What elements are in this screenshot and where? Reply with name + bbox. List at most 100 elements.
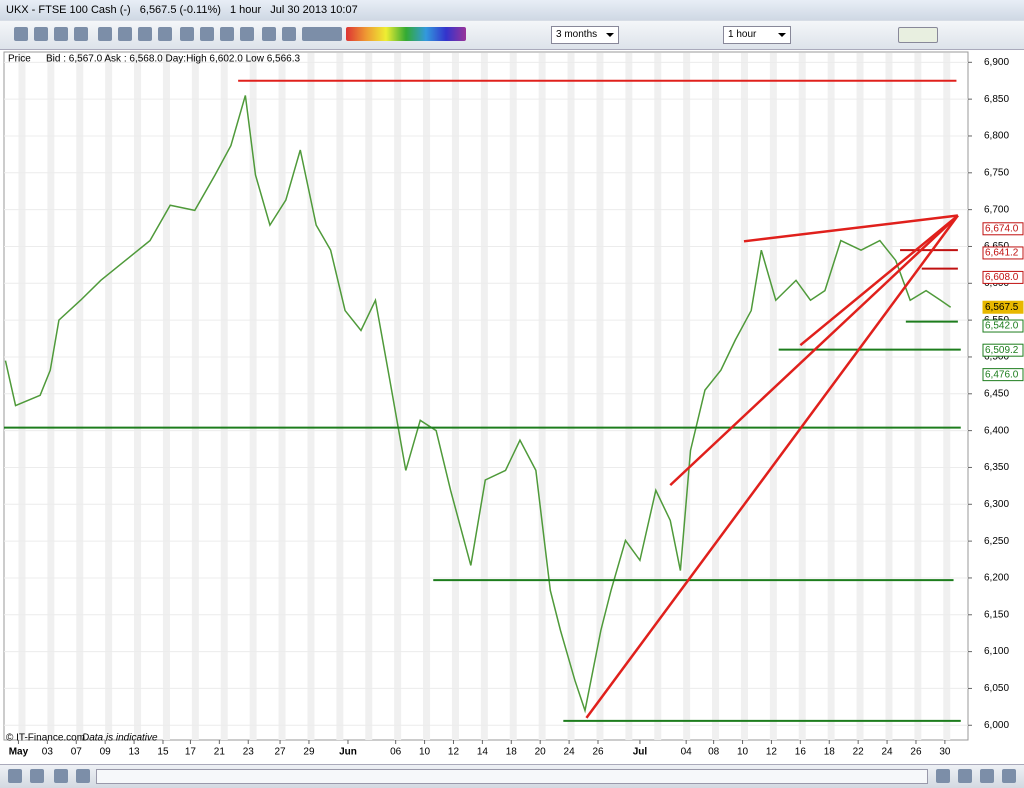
x-tick-label: 20 (535, 747, 547, 758)
stripe (76, 53, 84, 740)
tool[interactable] (34, 27, 48, 41)
x-tick-label: 10 (419, 747, 431, 758)
disclaimer: Data is indicative (82, 733, 158, 744)
tool[interactable] (240, 27, 254, 41)
y-tick-label: 6,200 (984, 573, 1009, 584)
stripe (191, 53, 199, 740)
chart-style[interactable] (898, 27, 938, 43)
trend-line (669, 214, 959, 487)
footer: © IT-Finance.com (6, 733, 85, 744)
y-tick-label: 6,450 (984, 388, 1009, 399)
quote: 6,567.5 (-0.11%) (139, 4, 221, 16)
tool[interactable] (158, 27, 172, 41)
info-line: Bid : 6,567.0 Ask : 6,568.0 Day:High 6,6… (46, 54, 301, 65)
y-tick-label: 6,350 (984, 462, 1009, 473)
x-tick-label: 14 (477, 747, 489, 758)
title-bar: UKX - FTSE 100 Cash (-) 6,567.5 (-0.11%)… (0, 0, 1024, 20)
price-tag (982, 319, 1024, 333)
price-tag-label: 6,641.2 (985, 248, 1019, 259)
tool[interactable] (138, 27, 152, 41)
stripe (105, 53, 113, 740)
stripe (856, 53, 864, 740)
y-tick-label: 6,250 (984, 536, 1009, 547)
stripe (365, 53, 373, 740)
price-tag-label: 6,567.5 (985, 302, 1019, 313)
x-tick-label: 26 (592, 747, 604, 758)
y-tick-label: 6,900 (984, 57, 1009, 68)
stripe (480, 53, 488, 740)
tool[interactable] (262, 27, 276, 41)
interval-select[interactable]: 1 hour (723, 26, 791, 44)
tool[interactable] (74, 27, 88, 41)
x-tick-label: 21 (214, 747, 226, 758)
price-tag-label: 6,608.0 (985, 272, 1019, 283)
nav-button[interactable] (76, 769, 90, 783)
stripe (451, 53, 459, 740)
tool[interactable] (282, 27, 296, 41)
x-tick-label: 24 (882, 747, 894, 758)
y-tick-label: 6,300 (984, 499, 1009, 510)
stripe (423, 53, 431, 740)
zoom-button[interactable] (980, 769, 994, 783)
x-tick-label: 04 (681, 747, 693, 758)
stripe (798, 53, 806, 740)
y-tick-label: 6,850 (984, 94, 1009, 105)
x-tick-label: 16 (795, 747, 807, 758)
stripe (336, 53, 344, 740)
stripe (18, 53, 26, 740)
stripe (914, 53, 922, 740)
stripe (134, 53, 142, 740)
y-tick-label: 6,000 (984, 720, 1009, 731)
tool[interactable] (118, 27, 132, 41)
price-line (4, 95, 952, 714)
zoom-button[interactable] (958, 769, 972, 783)
y-tick-label: 6,400 (984, 425, 1009, 436)
x-tick-label: 07 (71, 747, 83, 758)
nav-button[interactable] (8, 769, 22, 783)
y-tick-label: 6,500 (984, 352, 1009, 363)
nav-button[interactable] (30, 769, 44, 783)
trend-line (799, 214, 959, 347)
tool[interactable] (54, 27, 68, 41)
price-tag-label: 6,674.0 (985, 223, 1019, 234)
bottom-bar (0, 764, 1024, 788)
zoom-button[interactable] (1002, 769, 1016, 783)
price-tag (982, 368, 1024, 382)
tool[interactable] (220, 27, 234, 41)
price-tag (982, 300, 1024, 314)
x-tick-label: 18 (824, 747, 836, 758)
x-tick-label: 18 (506, 747, 518, 758)
tool[interactable] (98, 27, 112, 41)
series-label: Price (8, 54, 31, 65)
y-tick-label: 6,150 (984, 609, 1009, 620)
price-tag (982, 222, 1024, 236)
x-tick-label: 22 (853, 747, 865, 758)
tool[interactable] (200, 27, 214, 41)
stripe (625, 53, 633, 740)
scrollbar[interactable] (96, 769, 928, 784)
stripe (249, 53, 257, 740)
stripe (827, 53, 835, 740)
x-tick-label: 06 (390, 747, 402, 758)
stripe (307, 53, 315, 740)
x-tick-label: 27 (274, 747, 286, 758)
tool[interactable] (302, 27, 342, 41)
tool[interactable] (14, 27, 28, 41)
x-tick-label: 24 (564, 747, 576, 758)
color-palette[interactable] (346, 27, 466, 41)
tool[interactable] (180, 27, 194, 41)
range-select[interactable]: 3 months (551, 26, 619, 44)
stripe (47, 53, 55, 740)
x-tick-label: May (9, 747, 29, 758)
zoom-button[interactable] (936, 769, 950, 783)
stripe (683, 53, 691, 740)
nav-button[interactable] (54, 769, 68, 783)
stripe (596, 53, 604, 740)
stripe (162, 53, 170, 740)
y-tick-label: 6,050 (984, 683, 1009, 694)
trend-line (585, 214, 959, 719)
stripe (712, 53, 720, 740)
x-tick-label: 30 (939, 747, 951, 758)
x-tick-label: 15 (157, 747, 169, 758)
